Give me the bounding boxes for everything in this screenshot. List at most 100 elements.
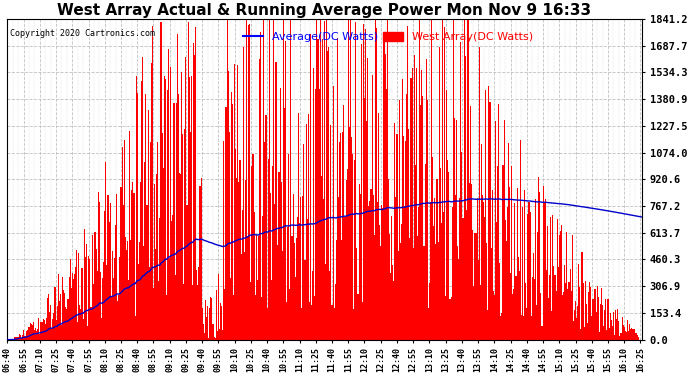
Bar <box>319 19 321 340</box>
Bar <box>549 275 550 340</box>
Bar <box>219 329 220 340</box>
Bar <box>311 305 312 340</box>
Bar <box>590 287 591 340</box>
Bar <box>207 306 208 340</box>
Bar <box>533 253 534 340</box>
Bar <box>631 327 632 340</box>
Bar <box>574 310 575 340</box>
Bar <box>250 282 251 340</box>
Bar <box>314 296 315 340</box>
Bar <box>30 324 32 340</box>
Bar <box>85 257 86 340</box>
Bar <box>428 308 429 340</box>
Bar <box>468 19 469 340</box>
Bar <box>317 39 319 340</box>
Bar <box>537 232 538 340</box>
Bar <box>83 230 85 340</box>
Bar <box>295 277 296 340</box>
Bar <box>272 166 273 340</box>
Bar <box>72 273 73 340</box>
Bar <box>563 292 564 340</box>
Bar <box>264 142 266 340</box>
Bar <box>617 309 618 340</box>
Bar <box>116 195 117 340</box>
Bar <box>518 256 519 340</box>
Bar <box>366 121 367 340</box>
Bar <box>97 271 98 340</box>
Bar <box>618 321 620 340</box>
Bar <box>497 166 498 340</box>
Bar <box>424 164 426 340</box>
Bar <box>41 322 43 340</box>
Bar <box>587 322 588 340</box>
Bar <box>114 258 115 340</box>
Bar <box>522 207 523 340</box>
Bar <box>46 318 47 340</box>
Bar <box>494 295 495 340</box>
Bar <box>395 197 397 340</box>
Bar <box>70 288 72 340</box>
Bar <box>197 285 198 340</box>
Bar <box>473 286 474 340</box>
Bar <box>514 203 515 340</box>
Bar <box>98 192 99 340</box>
Bar <box>228 132 230 340</box>
Bar <box>102 278 103 340</box>
Bar <box>316 19 317 340</box>
Bar <box>357 294 359 340</box>
Bar <box>471 184 472 340</box>
Bar <box>628 331 629 340</box>
Bar <box>88 255 89 340</box>
Bar <box>136 76 137 340</box>
Bar <box>125 237 126 340</box>
Bar <box>517 189 518 340</box>
Bar <box>57 306 58 340</box>
Bar <box>603 326 604 340</box>
Bar <box>504 220 506 340</box>
Bar <box>339 142 340 340</box>
Bar <box>534 279 535 340</box>
Bar <box>508 143 509 340</box>
Bar <box>140 182 141 340</box>
Bar <box>215 338 216 340</box>
Bar <box>193 43 194 340</box>
Bar <box>251 166 253 340</box>
Bar <box>588 292 589 340</box>
Bar <box>73 279 74 340</box>
Bar <box>546 270 547 340</box>
Bar <box>560 231 561 340</box>
Bar <box>321 176 322 340</box>
Bar <box>622 326 624 340</box>
Bar <box>32 325 33 340</box>
Bar <box>286 302 287 340</box>
Bar <box>177 34 178 340</box>
Bar <box>413 248 414 340</box>
Bar <box>337 38 338 340</box>
Bar <box>60 294 61 340</box>
Bar <box>440 168 441 340</box>
Bar <box>403 136 404 340</box>
Bar <box>388 178 389 340</box>
Bar <box>433 226 434 340</box>
Bar <box>513 289 514 340</box>
Bar <box>188 76 190 340</box>
Bar <box>47 298 48 340</box>
Bar <box>103 262 104 340</box>
Bar <box>241 210 243 340</box>
Bar <box>133 193 135 340</box>
Bar <box>246 19 247 340</box>
Bar <box>525 284 526 340</box>
Bar <box>53 313 55 340</box>
Bar <box>165 80 166 340</box>
Bar <box>180 174 181 340</box>
Bar <box>148 267 150 340</box>
Bar <box>287 227 288 340</box>
Bar <box>597 286 598 340</box>
Bar <box>335 284 336 340</box>
Bar <box>331 305 333 340</box>
Bar <box>558 267 559 340</box>
Bar <box>334 308 335 340</box>
Bar <box>235 149 236 340</box>
Bar <box>483 202 484 340</box>
Bar <box>432 157 433 340</box>
